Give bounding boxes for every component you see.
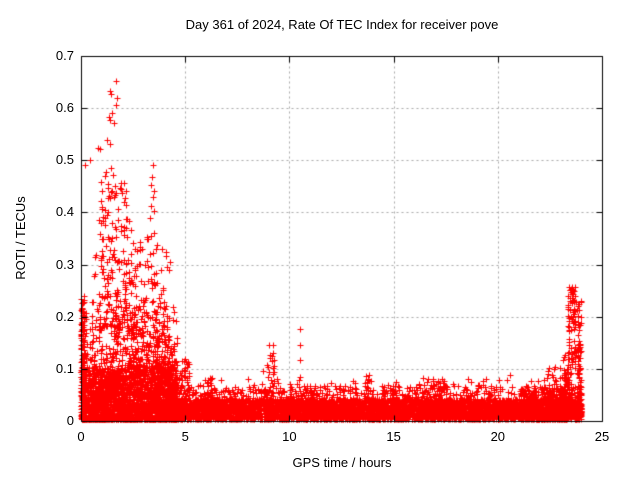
y-tick-label-6: 0.6 (55, 100, 74, 116)
y-tick-label-4: 0.4 (55, 204, 74, 220)
y-tick-label-0: 0 (66, 413, 74, 428)
chart-title: Day 361 of 2024, Rate Of TEC Index for r… (185, 17, 499, 32)
x-tick-label-5: 25 (594, 429, 610, 444)
x-tick-label-0: 0 (77, 429, 85, 444)
y-tick-label-2: 0.2 (55, 308, 74, 324)
y-tick-label-3: 0.3 (55, 256, 74, 272)
x-tick-label-2: 10 (282, 429, 297, 444)
y-tick-label-1: 0.1 (55, 360, 74, 376)
x-tick-label-3: 15 (386, 429, 401, 444)
y-axis-label: ROTI / TECUs (13, 196, 28, 280)
x-tick-label-1: 5 (181, 429, 189, 444)
x-tick-label-4: 20 (490, 429, 506, 444)
y-tick-label-7: 0.7 (55, 48, 74, 63)
y-tick-label-5: 0.5 (55, 152, 74, 168)
x-axis-label: GPS time / hours (292, 455, 392, 470)
